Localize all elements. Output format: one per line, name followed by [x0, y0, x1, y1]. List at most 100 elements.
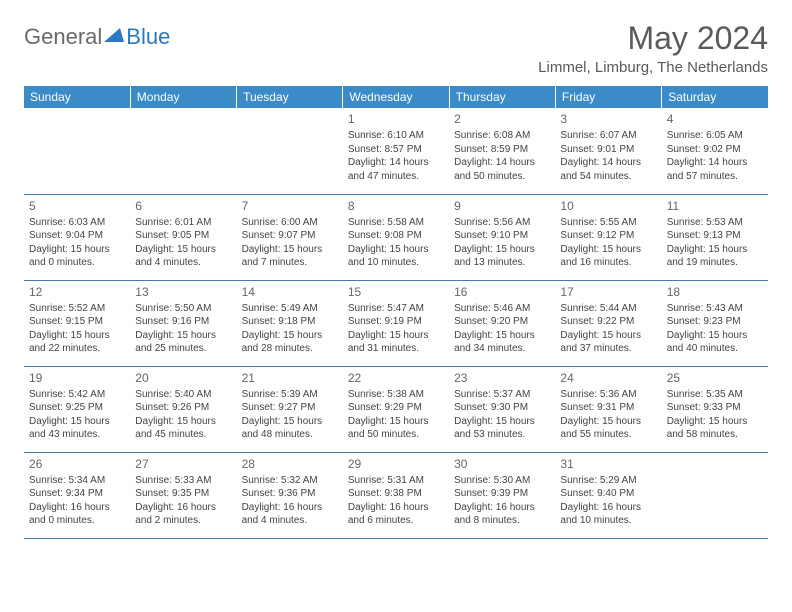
day-number: 29	[348, 456, 444, 472]
day-number: 14	[242, 284, 338, 300]
sunset-line: Sunset: 9:33 PM	[667, 401, 763, 415]
logo-word-general: General	[24, 24, 102, 50]
sunset-line: Sunset: 9:22 PM	[560, 315, 656, 329]
daylight-line: Daylight: 14 hours and 47 minutes.	[348, 156, 444, 183]
sunrise-line: Sunrise: 5:29 AM	[560, 474, 656, 488]
daylight-line: Daylight: 15 hours and 37 minutes.	[560, 329, 656, 356]
sunrise-line: Sunrise: 5:47 AM	[348, 302, 444, 316]
sunrise-line: Sunrise: 5:55 AM	[560, 216, 656, 230]
empty-cell	[24, 108, 130, 194]
sunrise-line: Sunrise: 5:37 AM	[454, 388, 550, 402]
sunset-line: Sunset: 9:20 PM	[454, 315, 550, 329]
sunrise-line: Sunrise: 5:32 AM	[242, 474, 338, 488]
sunrise-line: Sunrise: 5:56 AM	[454, 216, 550, 230]
daylight-line: Daylight: 15 hours and 50 minutes.	[348, 415, 444, 442]
sunset-line: Sunset: 9:10 PM	[454, 229, 550, 243]
day-number: 7	[242, 198, 338, 214]
location-text: Limmel, Limburg, The Netherlands	[538, 59, 768, 76]
sunrise-line: Sunrise: 6:03 AM	[29, 216, 125, 230]
sunset-line: Sunset: 9:04 PM	[29, 229, 125, 243]
sunset-line: Sunset: 9:36 PM	[242, 487, 338, 501]
day-number: 16	[454, 284, 550, 300]
sunrise-line: Sunrise: 5:49 AM	[242, 302, 338, 316]
sunset-line: Sunset: 9:18 PM	[242, 315, 338, 329]
day-header-monday: Monday	[130, 86, 236, 108]
day-number: 6	[135, 198, 231, 214]
day-cell: 16Sunrise: 5:46 AMSunset: 9:20 PMDayligh…	[449, 280, 555, 366]
sunset-line: Sunset: 9:12 PM	[560, 229, 656, 243]
daylight-line: Daylight: 15 hours and 34 minutes.	[454, 329, 550, 356]
daylight-line: Daylight: 16 hours and 4 minutes.	[242, 501, 338, 528]
sunset-line: Sunset: 9:19 PM	[348, 315, 444, 329]
sunset-line: Sunset: 9:30 PM	[454, 401, 550, 415]
header: General Blue May 2024 Limmel, Limburg, T…	[24, 20, 768, 76]
sunrise-line: Sunrise: 5:33 AM	[135, 474, 231, 488]
day-number: 25	[667, 370, 763, 386]
daylight-line: Daylight: 15 hours and 7 minutes.	[242, 243, 338, 270]
day-cell: 24Sunrise: 5:36 AMSunset: 9:31 PMDayligh…	[555, 366, 661, 452]
daylight-line: Daylight: 15 hours and 28 minutes.	[242, 329, 338, 356]
sunrise-line: Sunrise: 5:58 AM	[348, 216, 444, 230]
daylight-line: Daylight: 15 hours and 22 minutes.	[29, 329, 125, 356]
day-number: 27	[135, 456, 231, 472]
day-header-row: SundayMondayTuesdayWednesdayThursdayFrid…	[24, 86, 768, 108]
daylight-line: Daylight: 16 hours and 10 minutes.	[560, 501, 656, 528]
day-cell: 3Sunrise: 6:07 AMSunset: 9:01 PMDaylight…	[555, 108, 661, 194]
day-number: 18	[667, 284, 763, 300]
sunset-line: Sunset: 9:31 PM	[560, 401, 656, 415]
day-cell: 28 Sunrise: 5:32 AMSunset: 9:36 PMDayligh…	[237, 452, 343, 538]
day-cell: 12Sunrise: 5:52 AMSunset: 9:15 PMDayligh…	[24, 280, 130, 366]
day-cell: 23Sunrise: 5:37 AMSunset: 9:30 PMDayligh…	[449, 366, 555, 452]
day-number: 30	[454, 456, 550, 472]
daylight-line: Daylight: 15 hours and 13 minutes.	[454, 243, 550, 270]
day-number: 22	[348, 370, 444, 386]
sunset-line: Sunset: 9:23 PM	[667, 315, 763, 329]
sunset-line: Sunset: 9:01 PM	[560, 143, 656, 157]
day-header-saturday: Saturday	[662, 86, 768, 108]
day-cell: 21Sunrise: 5:39 AMSunset: 9:27 PMDayligh…	[237, 366, 343, 452]
day-cell: 20Sunrise: 5:40 AMSunset: 9:26 PMDayligh…	[130, 366, 236, 452]
day-cell: 6Sunrise: 6:01 AMSunset: 9:05 PMDaylight…	[130, 194, 236, 280]
empty-cell	[662, 452, 768, 538]
daylight-line: Daylight: 15 hours and 55 minutes.	[560, 415, 656, 442]
daylight-line: Daylight: 16 hours and 8 minutes.	[454, 501, 550, 528]
day-header-wednesday: Wednesday	[343, 86, 449, 108]
logo: General Blue	[24, 20, 170, 50]
daylight-line: Daylight: 15 hours and 4 minutes.	[135, 243, 231, 270]
day-cell: 4Sunrise: 6:05 AMSunset: 9:02 PMDaylight…	[662, 108, 768, 194]
sunset-line: Sunset: 9:13 PM	[667, 229, 763, 243]
day-number: 2	[454, 111, 550, 127]
day-cell: 5Sunrise: 6:03 AMSunset: 9:04 PMDaylight…	[24, 194, 130, 280]
day-number: 28	[242, 456, 338, 472]
calendar-body: 1Sunrise: 6:10 AMSunset: 8:57 PMDaylight…	[24, 108, 768, 538]
day-number: 12	[29, 284, 125, 300]
daylight-line: Daylight: 16 hours and 6 minutes.	[348, 501, 444, 528]
day-cell: 17Sunrise: 5:44 AMSunset: 9:22 PMDayligh…	[555, 280, 661, 366]
day-cell: 1Sunrise: 6:10 AMSunset: 8:57 PMDaylight…	[343, 108, 449, 194]
daylight-line: Daylight: 14 hours and 57 minutes.	[667, 156, 763, 183]
week-row: 12Sunrise: 5:52 AMSunset: 9:15 PMDayligh…	[24, 280, 768, 366]
month-title: May 2024	[538, 20, 768, 57]
day-number: 4	[667, 111, 763, 127]
daylight-line: Daylight: 15 hours and 31 minutes.	[348, 329, 444, 356]
day-cell: 11Sunrise: 5:53 AMSunset: 9:13 PMDayligh…	[662, 194, 768, 280]
empty-cell	[130, 108, 236, 194]
sunset-line: Sunset: 9:05 PM	[135, 229, 231, 243]
sunset-line: Sunset: 8:57 PM	[348, 143, 444, 157]
day-cell: 14 Sunrise: 5:49 AMSunset: 9:18 PMDayligh…	[237, 280, 343, 366]
daylight-line: Daylight: 15 hours and 58 minutes.	[667, 415, 763, 442]
daylight-line: Daylight: 15 hours and 40 minutes.	[667, 329, 763, 356]
day-cell: 9Sunrise: 5:56 AMSunset: 9:10 PMDaylight…	[449, 194, 555, 280]
sunset-line: Sunset: 9:29 PM	[348, 401, 444, 415]
day-cell: 30Sunrise: 5:30 AMSunset: 9:39 PMDayligh…	[449, 452, 555, 538]
sunrise-line: Sunrise: 5:44 AM	[560, 302, 656, 316]
sunset-line: Sunset: 9:27 PM	[242, 401, 338, 415]
sunset-line: Sunset: 9:07 PM	[242, 229, 338, 243]
day-number: 3	[560, 111, 656, 127]
sunrise-line: Sunrise: 5:30 AM	[454, 474, 550, 488]
sunrise-line: Sunrise: 6:00 AM	[242, 216, 338, 230]
daylight-line: Daylight: 15 hours and 48 minutes.	[242, 415, 338, 442]
logo-word-blue: Blue	[126, 24, 170, 50]
title-block: May 2024 Limmel, Limburg, The Netherland…	[538, 20, 768, 76]
daylight-line: Daylight: 15 hours and 53 minutes.	[454, 415, 550, 442]
